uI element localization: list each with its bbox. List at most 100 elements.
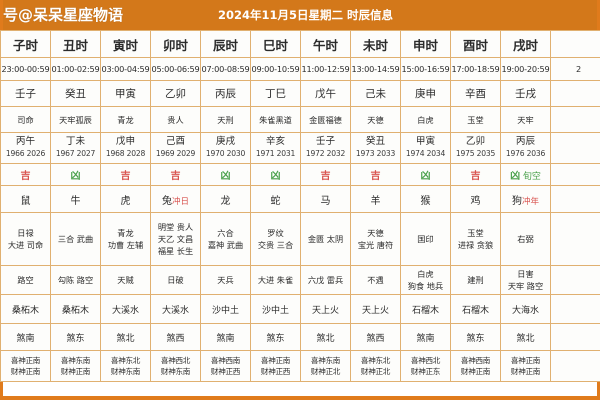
inauspicious-star-line: 天牢 路空 <box>507 281 544 291</box>
auspicious-star: 六合 嘉神 武曲 <box>200 212 251 266</box>
zodiac-animal: 鼠 <box>20 195 31 207</box>
hour-label: 午时 <box>300 30 351 58</box>
gods-cell: 喜神正南 财神正南 <box>0 350 51 382</box>
time-range: 2 <box>550 57 600 81</box>
zodiac-cell: 虎 <box>100 185 151 213</box>
xishen-direction: 喜神东北 <box>360 355 391 365</box>
ganzhi: 壬戌 <box>500 80 551 107</box>
luck-badge: 吉 <box>120 171 131 182</box>
year-cell: 癸丑 1973 2033 <box>350 132 401 164</box>
auspicious-star: 玉堂 进禄 贪狼 <box>450 212 501 266</box>
nayin: 沙中土 <box>250 294 301 324</box>
zodiac-cell: 狗冲年 <box>500 185 551 213</box>
inauspicious-star: 路空 <box>0 265 51 295</box>
nayin: 大溪水 <box>100 294 151 324</box>
auspicious-star-line: 金匮 太阴 <box>307 233 344 244</box>
xishen-direction: 喜神正南 <box>260 355 291 365</box>
luck-badge: 吉 <box>370 171 381 182</box>
auspicious-star: 明堂 贵人 天乙 文昌 福星 长生 <box>150 212 201 266</box>
nayin: 石榴木 <box>400 294 451 324</box>
time-range: 13:00-14:59 <box>350 57 401 81</box>
gods-cell <box>550 350 600 382</box>
sha-direction: 煞北 <box>300 323 351 351</box>
year-ganzhi: 丙辰 <box>515 136 536 148</box>
year-numbers: 1967 2027 <box>55 149 96 159</box>
year-numbers: 1971 2031 <box>255 149 296 159</box>
year-ganzhi: 甲寅 <box>415 136 436 148</box>
year-cell: 戊申 1968 2028 <box>100 132 151 164</box>
zodiac-animal: 马 <box>320 195 331 207</box>
time-range: 23:00-00:59 <box>0 57 51 81</box>
hour-label: 辰时 <box>200 30 251 58</box>
hour-label: 卯时 <box>150 30 201 58</box>
table-row-year: 丙午 1966 2026 丁未 1967 2027 戊申 1968 2028 己酉 1969 … <box>0 132 600 164</box>
chong-label: 冲日 <box>171 196 189 207</box>
inauspicious-star: 建刑 <box>450 265 501 295</box>
inauspicious-star-line: 不遇 <box>367 274 384 285</box>
auspicious-star-line: 天乙 文昌 <box>157 233 194 244</box>
ganzhi: 癸丑 <box>50 80 101 107</box>
year-numbers: 1968 2028 <box>105 149 146 159</box>
sha-direction: 煞北 <box>500 323 551 351</box>
year-ganzhi: 丁未 <box>65 136 86 148</box>
auspicious-star: 国印 <box>400 212 451 266</box>
time-range: 07:00-08:59 <box>200 57 251 81</box>
auspicious-star-line: 明堂 贵人 <box>157 221 194 232</box>
auspicious-star: 日禄 大进 司命 <box>0 212 51 266</box>
ganzhi: 甲寅 <box>100 80 151 107</box>
luck-cell: 凶 <box>200 163 251 186</box>
year-ganzhi: 乙卯 <box>465 136 486 148</box>
auspicious-star-line: 三合 武曲 <box>57 233 94 244</box>
xishen-direction: 喜神正南 <box>10 355 41 365</box>
auspicious-star: 右弼 <box>500 212 551 266</box>
duty-god: 白虎 <box>400 106 451 133</box>
duty-god: 天德 <box>350 106 401 133</box>
ganzhi: 辛酉 <box>450 80 501 107</box>
duty-god <box>550 106 600 133</box>
inauspicious-star: 不遇 <box>350 265 401 295</box>
luck-badge: 凶 <box>270 171 281 182</box>
bottom-accent-bar <box>3 396 600 400</box>
sha-direction: 煞东 <box>50 323 101 351</box>
caishen-direction: 财神正南 <box>10 367 41 376</box>
luck-cell: 吉 <box>300 163 351 186</box>
sha-direction: 煞东 <box>450 323 501 351</box>
auspicious-star: 罗纹 交贵 三合 <box>250 212 301 266</box>
inauspicious-star-line: 白虎 <box>417 268 434 279</box>
title-bar: 号@呆呆星座物语 2024年11月5日星期二 时辰信息 <box>3 0 597 30</box>
year-cell: 丙辰 1976 2036 <box>500 132 551 164</box>
hour-label: 酉时 <box>450 30 501 58</box>
year-cell: 甲寅 1974 2034 <box>400 132 451 164</box>
auspicious-star-line: 大进 司命 <box>7 240 44 250</box>
zodiac-animal: 羊 <box>370 195 381 207</box>
auspicious-star-line: 玉堂 <box>467 227 484 238</box>
duty-god: 天刑 <box>200 106 251 133</box>
hour-label <box>550 30 600 58</box>
sha-direction: 煞西 <box>150 323 201 351</box>
sha-direction: 煞南 <box>400 323 451 351</box>
year-ganzhi: 庚戌 <box>215 136 236 148</box>
table-row-auspicious: 日禄 大进 司命 三合 武曲 青龙 功曹 左辅 明堂 贵人 天乙 文昌 福星 长生 六合 嘉神 武… <box>0 212 600 266</box>
hour-label: 寅时 <box>100 30 151 58</box>
inauspicious-star: 白虎 狗食 地兵 <box>400 265 451 295</box>
gods-cell: 喜神西北 财神正东 <box>400 350 451 382</box>
inauspicious-star <box>550 265 600 295</box>
chong-label: 冲年 <box>521 196 539 207</box>
auspicious-star <box>550 212 600 266</box>
luck-cell <box>550 163 600 186</box>
xunkong-badge: 旬空 <box>520 172 541 182</box>
nayin: 石榴木 <box>450 294 501 324</box>
ganzhi: 丁巳 <box>250 80 301 107</box>
year-cell: 己酉 1969 2029 <box>150 132 201 164</box>
luck-cell: 凶 <box>250 163 301 186</box>
caishen-direction: 财神东南 <box>160 367 191 376</box>
ganzhi: 乙卯 <box>150 80 201 107</box>
auspicious-star-line: 日禄 <box>17 227 34 238</box>
nayin: 天上火 <box>300 294 351 324</box>
auspicious-star: 金匮 太阴 <box>300 212 351 266</box>
zodiac-animal: 兔 <box>161 195 172 207</box>
year-numbers: 1969 2029 <box>155 149 196 159</box>
luck-cell: 吉 <box>100 163 151 186</box>
duty-god: 天牢孤辰 <box>50 106 101 133</box>
sha-direction: 煞西 <box>350 323 401 351</box>
